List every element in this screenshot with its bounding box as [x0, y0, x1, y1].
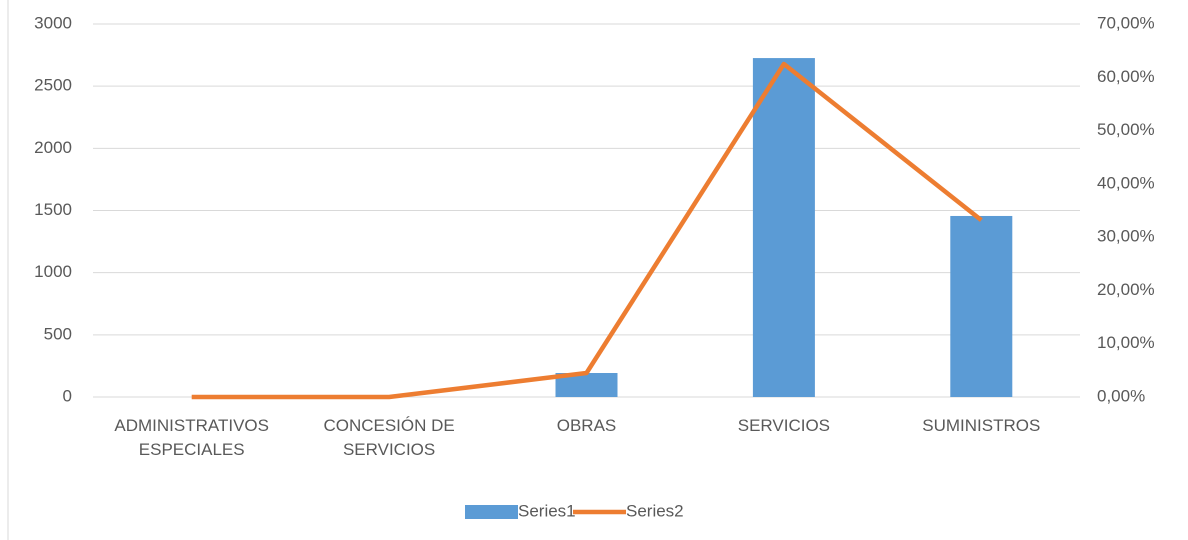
y-tick-label: 1500 — [34, 200, 72, 219]
x-tick-label: SERVICIOS — [737, 416, 831, 435]
y2-tick-label: 20,00% — [1097, 280, 1155, 299]
y2-tick-label: 0,00% — [1097, 386, 1145, 405]
bar — [555, 373, 618, 397]
legend-label: Series2 — [626, 501, 684, 520]
bar — [752, 58, 815, 398]
y-tick-label: 0 — [63, 386, 72, 405]
y2-tick-label: 40,00% — [1097, 173, 1155, 192]
x-tick-label: CONCESIÓN DE SERVICIOS — [323, 416, 455, 459]
legend-swatch — [465, 505, 518, 519]
y2-tick-label: 60,00% — [1097, 67, 1155, 86]
y-tick-label: 3000 — [34, 13, 72, 32]
x-tick-label: ADMINISTRATIVOS ESPECIALES — [114, 416, 269, 459]
y-tick-label: 2500 — [34, 76, 72, 95]
y-tick-label: 1000 — [34, 262, 72, 281]
legend-label: Series1 — [518, 501, 576, 520]
y-tick-label: 500 — [44, 324, 72, 343]
y2-tick-label: 70,00% — [1097, 13, 1155, 32]
y2-tick-label: 50,00% — [1097, 120, 1155, 139]
y2-tick-label: 10,00% — [1097, 333, 1155, 352]
y-tick-label: 2000 — [34, 138, 72, 157]
bar — [950, 215, 1013, 397]
x-tick-label: OBRAS — [556, 416, 617, 435]
y2-tick-label: 30,00% — [1097, 227, 1155, 246]
x-tick-label: SUMINISTROS — [922, 416, 1041, 435]
line — [191, 61, 983, 400]
